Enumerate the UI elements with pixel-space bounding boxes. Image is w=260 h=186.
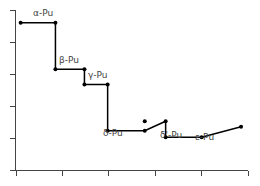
svg-text:δ-Pu: δ-Pu: [103, 128, 123, 138]
svg-text:δ'-Pu: δ'-Pu: [160, 130, 182, 140]
svg-text:ε-Pu: ε-Pu: [195, 132, 214, 142]
svg-text:β-Pu: β-Pu: [59, 55, 79, 65]
svg-text:α-Pu: α-Pu: [33, 8, 53, 18]
svg-text:γ-Pu: γ-Pu: [88, 70, 108, 80]
